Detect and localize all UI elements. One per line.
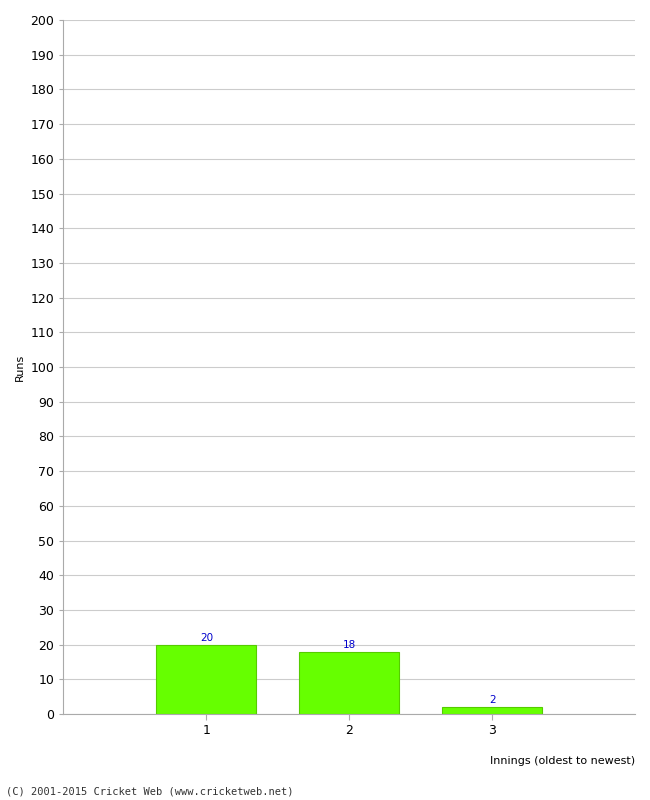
Text: (C) 2001-2015 Cricket Web (www.cricketweb.net): (C) 2001-2015 Cricket Web (www.cricketwe… xyxy=(6,786,294,796)
Bar xyxy=(442,707,542,714)
Text: Innings (oldest to newest): Innings (oldest to newest) xyxy=(490,756,635,766)
Text: 18: 18 xyxy=(343,640,356,650)
Y-axis label: Runs: Runs xyxy=(15,354,25,381)
Bar xyxy=(299,651,399,714)
Bar xyxy=(157,645,256,714)
Text: 20: 20 xyxy=(200,633,213,643)
Text: 2: 2 xyxy=(489,695,495,706)
